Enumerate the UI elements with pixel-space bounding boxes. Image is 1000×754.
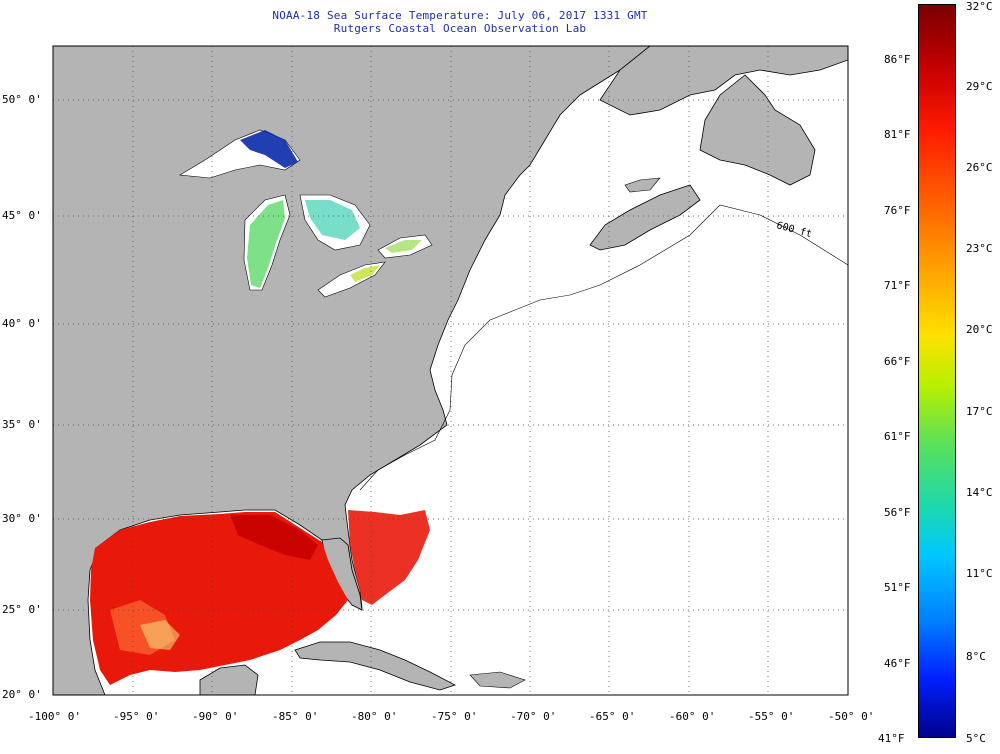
colorbar-fahrenheit-label: 86°F (884, 53, 911, 66)
colorbar-fahrenheit-label: 56°F (884, 506, 911, 519)
lon-label: -70° 0' (510, 710, 557, 723)
colorbar-fahrenheit-label: 46°F (884, 657, 911, 670)
colorbar-celsius-label: 11°C (966, 567, 993, 580)
land-yucatan (199, 664, 259, 695)
land-labrador (599, 46, 848, 116)
colorbar-fahrenheit-label: 71°F (884, 279, 911, 292)
colorbar-celsius-label: 20°C (966, 323, 993, 336)
lon-label: -55° 0' (748, 710, 795, 723)
lat-label: 40° 0' (2, 317, 42, 330)
lat-label: 50° 0' (2, 93, 42, 106)
map-frame (52, 45, 849, 696)
colorbar-fahrenheit-label: 76°F (884, 204, 911, 217)
sst-lake-superior-cold (240, 130, 298, 168)
temperature-colorbar (918, 4, 956, 738)
lat-label: 25° 0' (2, 603, 42, 616)
colorbar-celsius-label: 5°C (966, 732, 986, 745)
land-newfoundland (699, 74, 816, 186)
lon-label: -65° 0' (589, 710, 636, 723)
colorbar-celsius-label: 29°C (966, 80, 993, 93)
lon-label: -50° 0' (828, 710, 875, 723)
sst-gulf-warm-core (230, 515, 318, 560)
map-subtitle: Rutgers Coastal Ocean Observation Lab (333, 22, 587, 35)
colorbar-fahrenheit-label: 66°F (884, 355, 911, 368)
sst-lake-huron (305, 200, 360, 240)
lat-label: 45° 0' (2, 209, 42, 222)
land-cuba (294, 641, 457, 691)
colorbar-fahrenheit-label: 61°F (884, 430, 911, 443)
map-title: NOAA-18 Sea Surface Temperature: July 06… (272, 9, 648, 22)
colorbar-celsius-label: 17°C (966, 405, 993, 418)
lat-label: 20° 0' (2, 688, 42, 701)
colorbar-celsius-label: 8°C (966, 650, 986, 663)
colorbar-celsius-label: 26°C (966, 161, 993, 174)
colorbar-fahrenheit-label: 41°F (878, 732, 905, 745)
lon-label: -60° 0' (669, 710, 716, 723)
colorbar-celsius-label: 23°C (966, 242, 993, 255)
lon-label: -100° 0' (28, 710, 81, 723)
sst-lake-erie (350, 265, 380, 282)
land-pei (624, 177, 661, 193)
colorbar-celsius-label: 14°C (966, 486, 993, 499)
sst-gulf-patch-cool (140, 620, 180, 650)
contour-600ft (359, 204, 848, 491)
lon-label: -95° 0' (113, 710, 160, 723)
colorbar-fahrenheit-label: 51°F (884, 581, 911, 594)
lon-label: -80° 0' (351, 710, 398, 723)
lat-label: 35° 0' (2, 418, 42, 431)
land-nova-scotia (589, 184, 701, 251)
sst-lake-michigan (247, 200, 285, 288)
colorbar-fahrenheit-label: 81°F (884, 128, 911, 141)
lon-label: -85° 0' (272, 710, 319, 723)
sst-atlantic-gulfstream (348, 510, 430, 605)
graticule (53, 46, 848, 695)
sst-lake-ontario (385, 240, 422, 253)
lat-label: 30° 0' (2, 512, 42, 525)
colorbar-celsius-label: 32°C (966, 0, 993, 13)
land-hispaniola (469, 671, 526, 689)
lon-label: -90° 0' (192, 710, 239, 723)
lon-label: -75° 0' (431, 710, 478, 723)
